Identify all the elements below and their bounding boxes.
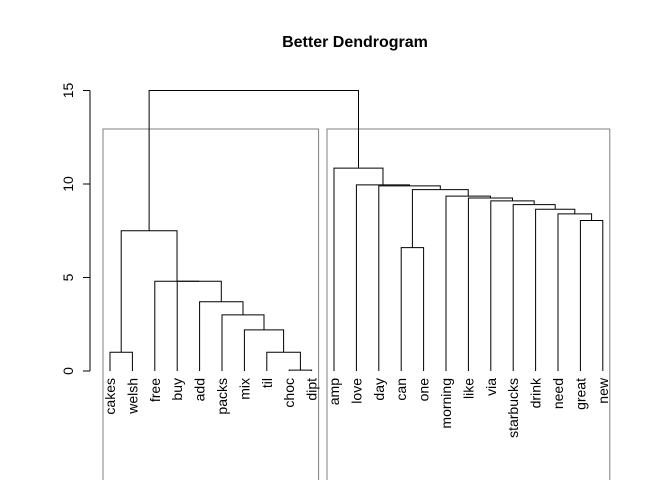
dendrogram-links bbox=[109, 90, 604, 371]
dendrogram-link bbox=[333, 167, 384, 371]
y-axis: 0 5 10 15 bbox=[60, 83, 91, 375]
chart-title: Better Dendrogram bbox=[282, 34, 428, 51]
leaf-label: add bbox=[192, 378, 208, 401]
leaf-label: need bbox=[550, 378, 566, 409]
dendrogram-link bbox=[535, 208, 576, 371]
cluster-box bbox=[326, 128, 611, 480]
leaf-label: drink bbox=[528, 377, 544, 408]
y-tick-label: 0 bbox=[60, 367, 76, 375]
dendrogram-link bbox=[288, 369, 313, 371]
dendrogram-link bbox=[579, 219, 604, 371]
y-tick-label: 15 bbox=[60, 83, 76, 99]
dendrogram-link bbox=[512, 204, 556, 371]
leaf-label: starbucks bbox=[505, 378, 521, 438]
dendrogram-link bbox=[411, 189, 469, 248]
dendrogram-link bbox=[199, 301, 244, 371]
dendrogram-link bbox=[221, 314, 265, 371]
dendrogram-link bbox=[266, 351, 301, 371]
leaf-label: new bbox=[595, 377, 611, 404]
leaf-label: love bbox=[348, 378, 364, 404]
leaf-label: day bbox=[371, 378, 387, 401]
dendrogram-link bbox=[490, 200, 535, 371]
leaf-label: great bbox=[572, 378, 588, 410]
dendrogram-link bbox=[154, 280, 200, 371]
cluster-boxes bbox=[102, 128, 611, 480]
dendrogram-link bbox=[109, 351, 133, 371]
dendrogram-link bbox=[148, 90, 359, 231]
leaf-label: welsh bbox=[124, 378, 140, 415]
leaf-labels: cakes welsh free buy add packs mix til choc dipt a… bbox=[102, 377, 611, 438]
leaf-label: morning bbox=[438, 378, 454, 429]
dendrogram-link bbox=[243, 329, 285, 371]
leaf-label: like bbox=[460, 378, 476, 399]
leaf-label: free bbox=[147, 378, 163, 402]
leaf-label: one bbox=[416, 378, 432, 402]
leaf-label: buy bbox=[169, 378, 185, 401]
y-tick-label: 5 bbox=[60, 273, 76, 281]
y-tick-label: 10 bbox=[60, 176, 76, 192]
leaf-label: packs bbox=[214, 378, 230, 415]
dendrogram-link bbox=[557, 213, 593, 371]
leaf-label: mix bbox=[236, 378, 252, 400]
leaf-label: choc bbox=[281, 378, 297, 408]
dendrogram-link bbox=[378, 185, 441, 371]
dendrogram-link bbox=[120, 230, 178, 353]
leaf-label: via bbox=[483, 378, 499, 396]
leaf-label: til bbox=[259, 378, 275, 388]
leaf-label: cakes bbox=[102, 378, 118, 415]
leaf-label: dipt bbox=[304, 378, 320, 401]
leaf-label: amp bbox=[326, 378, 342, 405]
cluster-box bbox=[102, 128, 320, 480]
leaf-label: can bbox=[393, 378, 409, 401]
dendrogram-link bbox=[400, 247, 425, 371]
